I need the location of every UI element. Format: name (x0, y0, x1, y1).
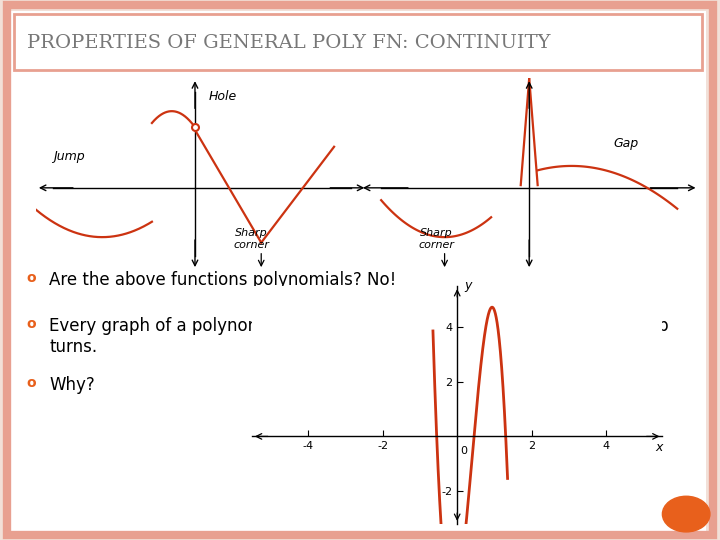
Text: Jump: Jump (53, 151, 84, 164)
Text: PROPERTIES OF GENERAL POLY FN: CONTINUITY: PROPERTIES OF GENERAL POLY FN: CONTINUIT… (27, 33, 551, 52)
Text: Gap: Gap (613, 137, 639, 150)
Text: o: o (27, 317, 36, 331)
Text: Sharp
corner: Sharp corner (233, 228, 269, 250)
Text: Why?: Why? (49, 376, 95, 394)
Text: Are the above functions polynomials? No!: Are the above functions polynomials? No! (49, 271, 397, 289)
Text: Every graph of a polynomial function is continuous (cts) and with no sharp turns: Every graph of a polynomial function is … (49, 317, 669, 355)
Text: o: o (27, 376, 36, 390)
Text: 0: 0 (460, 446, 467, 456)
Text: y: y (464, 279, 472, 292)
Text: Sharp
corner: Sharp corner (418, 228, 454, 250)
Text: x: x (655, 441, 662, 454)
Text: o: o (27, 271, 36, 285)
Text: Hole: Hole (208, 90, 236, 103)
